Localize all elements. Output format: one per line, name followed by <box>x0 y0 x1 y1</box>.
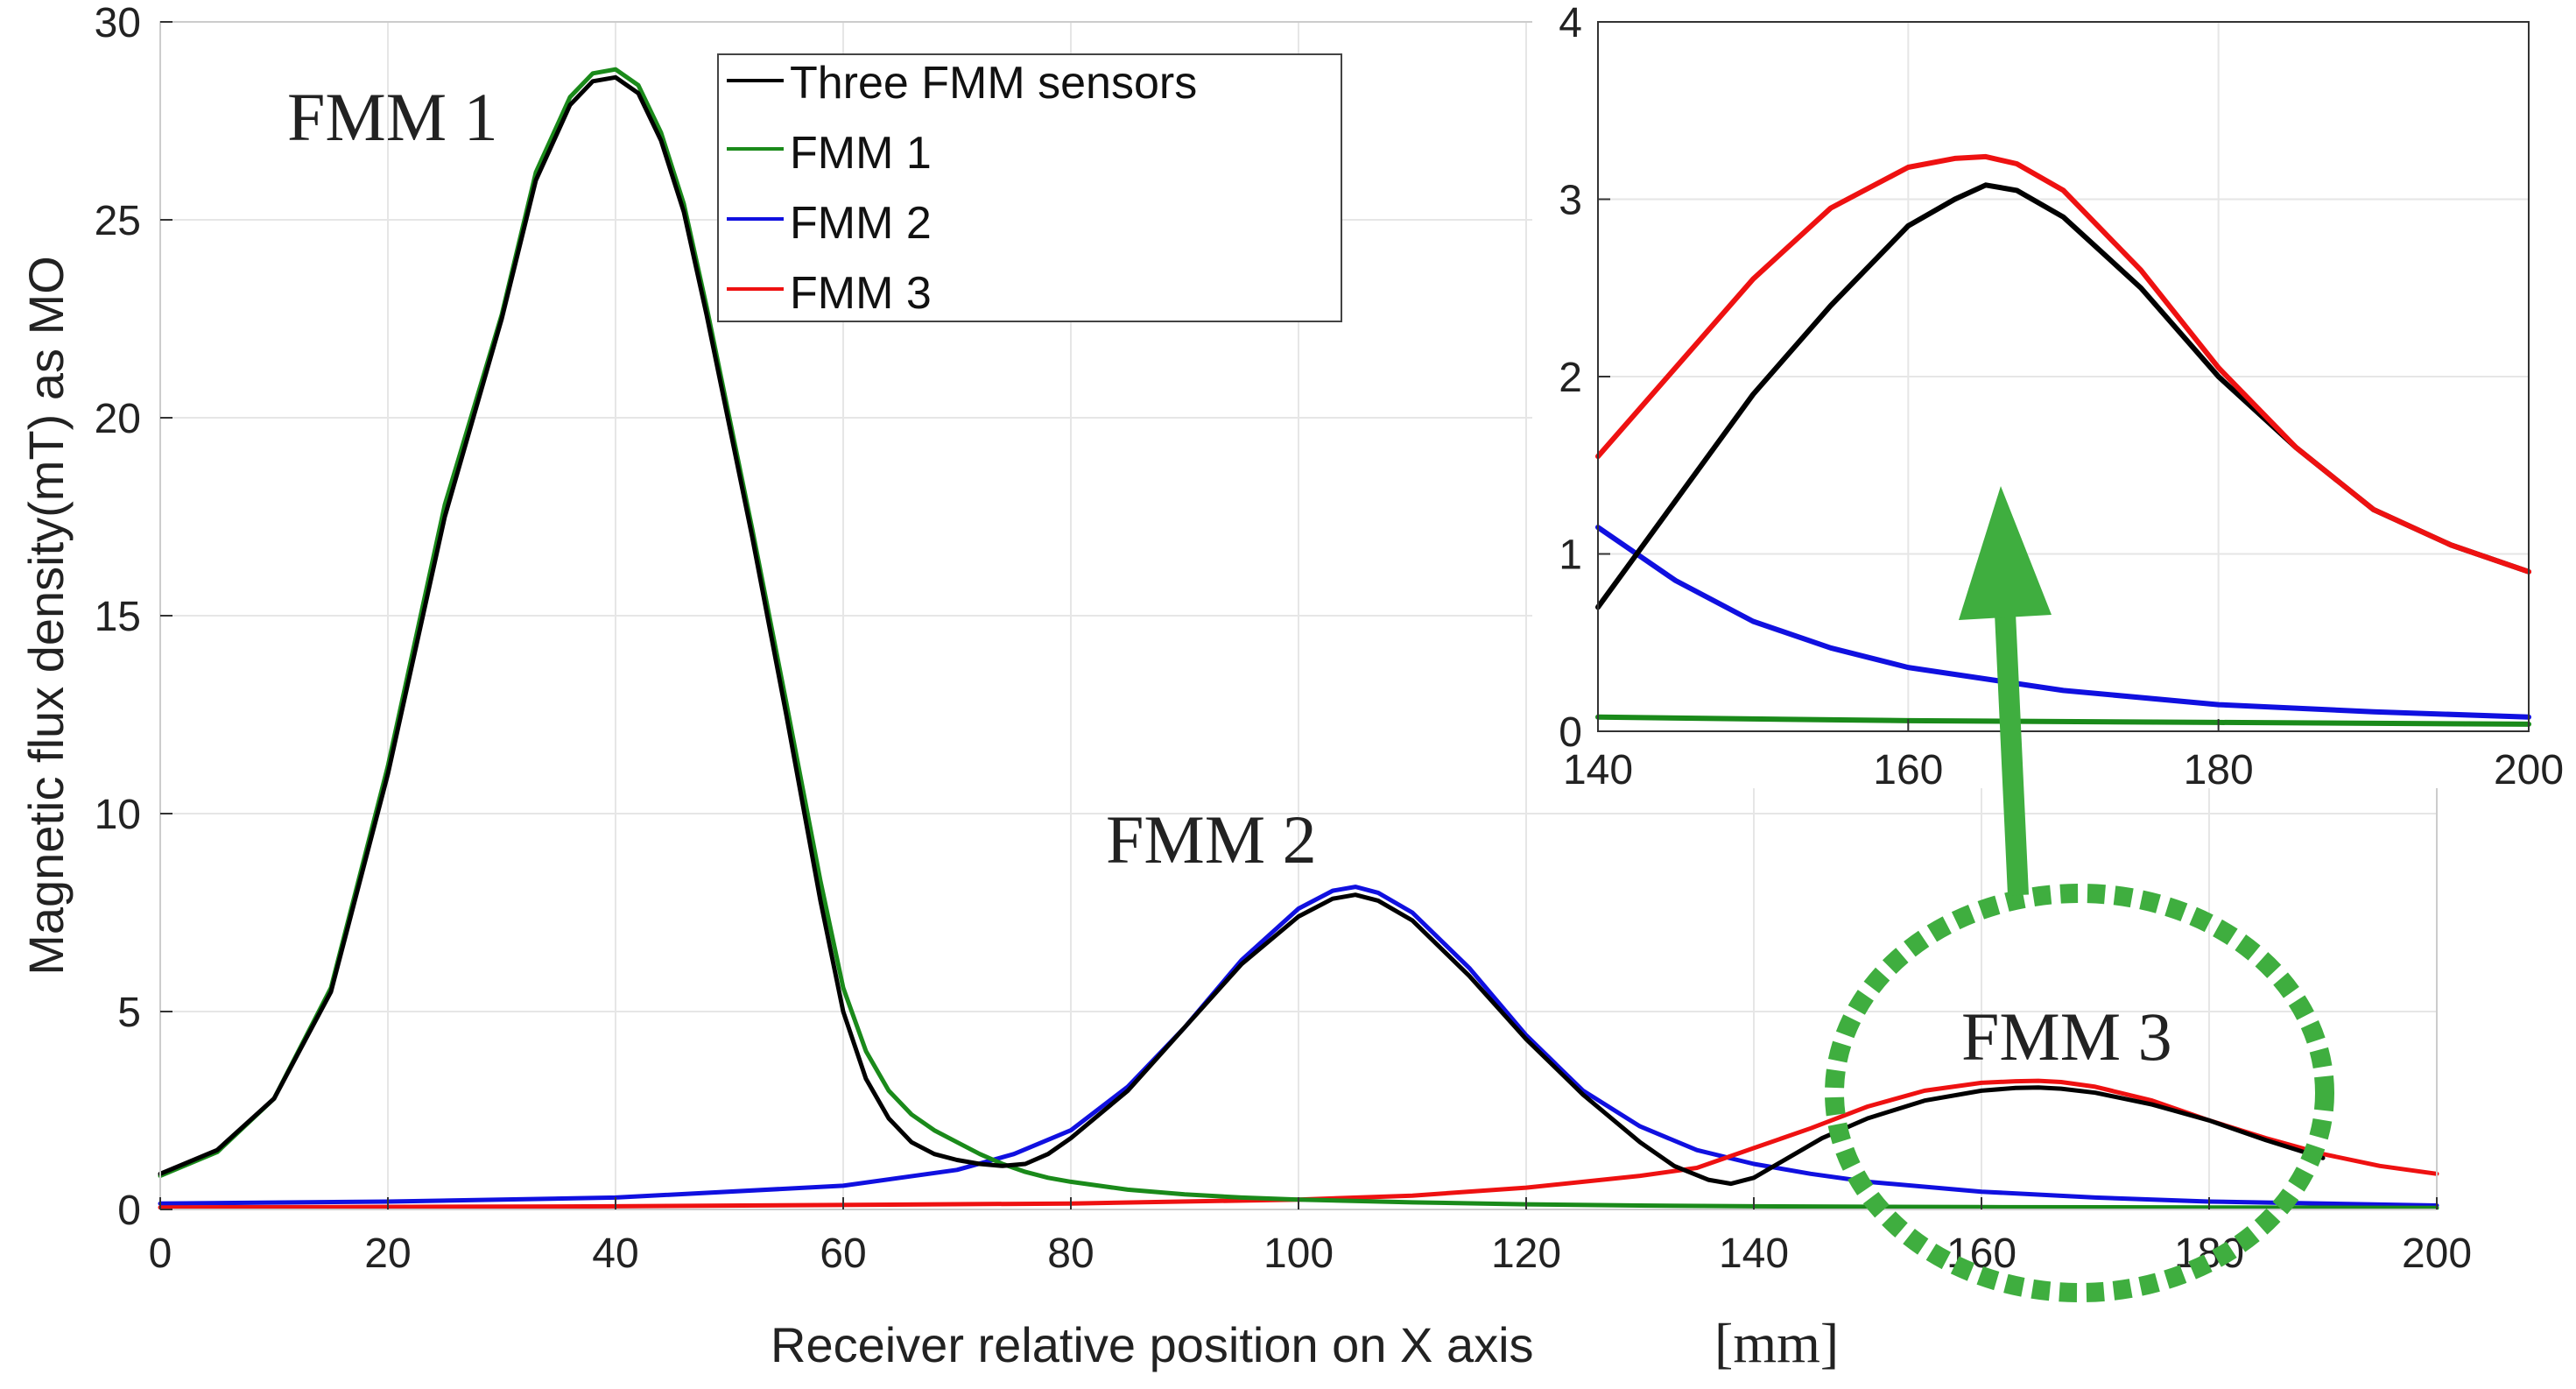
main-y-tick-label: 30 <box>95 0 141 46</box>
inset-x-tick-label: 160 <box>1873 747 1943 793</box>
inset-series-fmm-2 <box>1595 525 2531 720</box>
legend-label-fmm1: FMM 1 <box>790 128 932 179</box>
x-axis-label: Receiver relative position on X axis <box>771 1317 1534 1372</box>
main-x-tick-label: 80 <box>1047 1230 1094 1277</box>
main-y-tick-label: 15 <box>95 594 141 640</box>
inset-x-tick-label: 140 <box>1563 747 1633 793</box>
y-axis-label: Magnetic flux density(mT) as MO <box>18 256 74 976</box>
main-x-tick-label: 120 <box>1491 1230 1561 1277</box>
inset-background <box>1532 0 2576 788</box>
main-y-tick-label: 25 <box>95 198 141 244</box>
main-x-tick-label: 0 <box>149 1230 172 1277</box>
highlight-ellipse <box>1825 884 2334 1302</box>
arrow-shaft <box>1995 612 2029 896</box>
main-x-tick-label: 100 <box>1263 1230 1334 1277</box>
x-axis-unit: [mm] <box>1714 1312 1839 1374</box>
annotation-fmm1: FMM 1 <box>287 79 498 155</box>
inset-y-tick-label: 2 <box>1559 355 1582 401</box>
main-y-tick-label: 20 <box>95 396 141 442</box>
inset-y-tick-label: 4 <box>1559 0 1582 46</box>
main-x-tick-label: 200 <box>2402 1230 2472 1277</box>
inset-series-fmm-3 <box>1595 153 2531 575</box>
inset-x-tick-label: 180 <box>2184 747 2254 793</box>
inset-y-tick-label: 0 <box>1559 709 1582 756</box>
inset-plot-ticks: 140 160 180 200 0 1 2 3 4 <box>1559 0 2564 793</box>
main-x-tick-label: 60 <box>820 1230 866 1277</box>
legend-box <box>717 53 1342 322</box>
legend-label-fmm3: FMM 3 <box>790 268 932 319</box>
legend-label-fmm2: FMM 2 <box>790 198 932 249</box>
main-x-tick-label: 140 <box>1719 1230 1789 1277</box>
main-y-tick-label: 10 <box>95 792 141 838</box>
inset-y-tick-label: 3 <box>1559 178 1582 224</box>
arrow-head-icon <box>1959 486 2052 620</box>
inset-x-tick-label: 200 <box>2494 747 2564 793</box>
inset-plot-lines <box>1595 153 2531 727</box>
legend: Three FMM sensors FMM 1 FMM 2 FMM 3 <box>717 53 1342 322</box>
main-series-three-fmm-sensors <box>158 74 2326 1187</box>
inset-series-fmm-1 <box>1595 714 2531 727</box>
main-y-tick-label: 5 <box>117 990 141 1036</box>
main-x-tick-label: 40 <box>592 1230 638 1277</box>
main-plot-lines <box>158 67 2439 1210</box>
annotation-fmm2: FMM 2 <box>1106 801 1317 878</box>
inset-y-tick-label: 1 <box>1559 532 1582 579</box>
legend-label-three-fmm: Three FMM sensors <box>790 58 1197 109</box>
main-y-tick-label: 0 <box>117 1188 141 1234</box>
main-series-fmm-2 <box>158 885 2439 1208</box>
annotation-fmm3: FMM 3 <box>1961 998 2172 1075</box>
main-x-tick-label: 20 <box>364 1230 411 1277</box>
